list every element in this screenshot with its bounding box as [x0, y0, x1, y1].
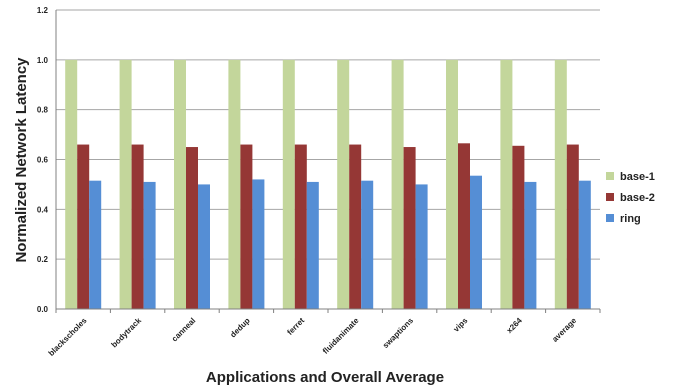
y-tick-label: 0.0	[37, 305, 49, 314]
bar-base-2-fluidanimate	[349, 144, 362, 309]
bar-ring-ferret	[306, 181, 319, 309]
legend: base-1 base-2 ring	[606, 171, 655, 225]
legend-label-base-1: base-1	[620, 171, 655, 183]
bar-ring-bodytrack	[143, 181, 156, 309]
bar-base-1-vips	[446, 59, 458, 310]
bar-base-1-x264	[500, 59, 513, 310]
bar-base-2-blackscholes	[77, 144, 90, 309]
bar-base-1-ferret	[282, 59, 295, 310]
bar-base-1-dedup	[228, 59, 241, 310]
y-tick-label: 1.0	[37, 56, 49, 65]
bar-ring-x264	[524, 181, 537, 309]
bar-base-1-bodytrack	[119, 59, 132, 310]
bar-base-2-average	[566, 144, 579, 309]
bar-ring-fluidanimate	[361, 180, 374, 309]
bar-ring-average	[578, 180, 591, 309]
legend-swatch-base-1	[606, 172, 614, 180]
bar-base-2-ferret	[294, 144, 307, 309]
bar-ring-vips	[470, 175, 482, 309]
bar-base-2-vips	[458, 143, 470, 309]
y-tick-label: 0.2	[37, 255, 49, 264]
x-tick-label: x264	[505, 316, 524, 335]
x-tick-label: bodytrack	[110, 316, 144, 350]
x-tick-label: blackscholes	[47, 316, 89, 358]
y-tick-label: 0.8	[37, 106, 49, 115]
bar-ring-canneal	[198, 184, 210, 309]
legend-label-ring: ring	[620, 213, 641, 225]
y-tick-label: 0.4	[37, 205, 49, 214]
bars	[65, 59, 591, 310]
bar-base-1-swaptions	[391, 59, 404, 310]
x-tick-label: average	[550, 316, 578, 344]
bar-base-2-dedup	[240, 144, 253, 309]
legend-swatch-base-2	[606, 193, 614, 201]
bar-base-1-average	[554, 59, 567, 310]
bar-ring-dedup	[252, 179, 265, 309]
bar-base-2-x264	[512, 145, 525, 309]
bar-base-1-canneal	[174, 59, 186, 310]
x-tick-label: dedup	[228, 316, 251, 339]
bar-base-2-swaptions	[403, 147, 416, 309]
x-tick-label: fluidanimate	[321, 316, 361, 356]
x-tick-label: swaptions	[381, 316, 415, 350]
legend-swatch-ring	[606, 214, 614, 222]
x-tick-label: ferret	[285, 316, 306, 337]
x-tick-label: vips	[452, 316, 470, 334]
bar-ring-blackscholes	[89, 180, 102, 309]
x-tick-label: canneal	[170, 316, 197, 343]
y-tick-label: 1.2	[37, 6, 49, 15]
bar-base-1-blackscholes	[65, 59, 78, 310]
legend-label-base-2: base-2	[620, 192, 655, 204]
y-tick-label: 0.6	[37, 156, 49, 165]
y-axis-title: Normalized Network Latency	[13, 57, 30, 263]
bar-base-2-canneal	[186, 147, 198, 309]
x-axis-title: Applications and Overall Average	[206, 369, 444, 386]
bar-base-1-fluidanimate	[337, 59, 350, 310]
bar-base-2-bodytrack	[131, 144, 144, 309]
bar-ring-swaptions	[415, 184, 428, 309]
